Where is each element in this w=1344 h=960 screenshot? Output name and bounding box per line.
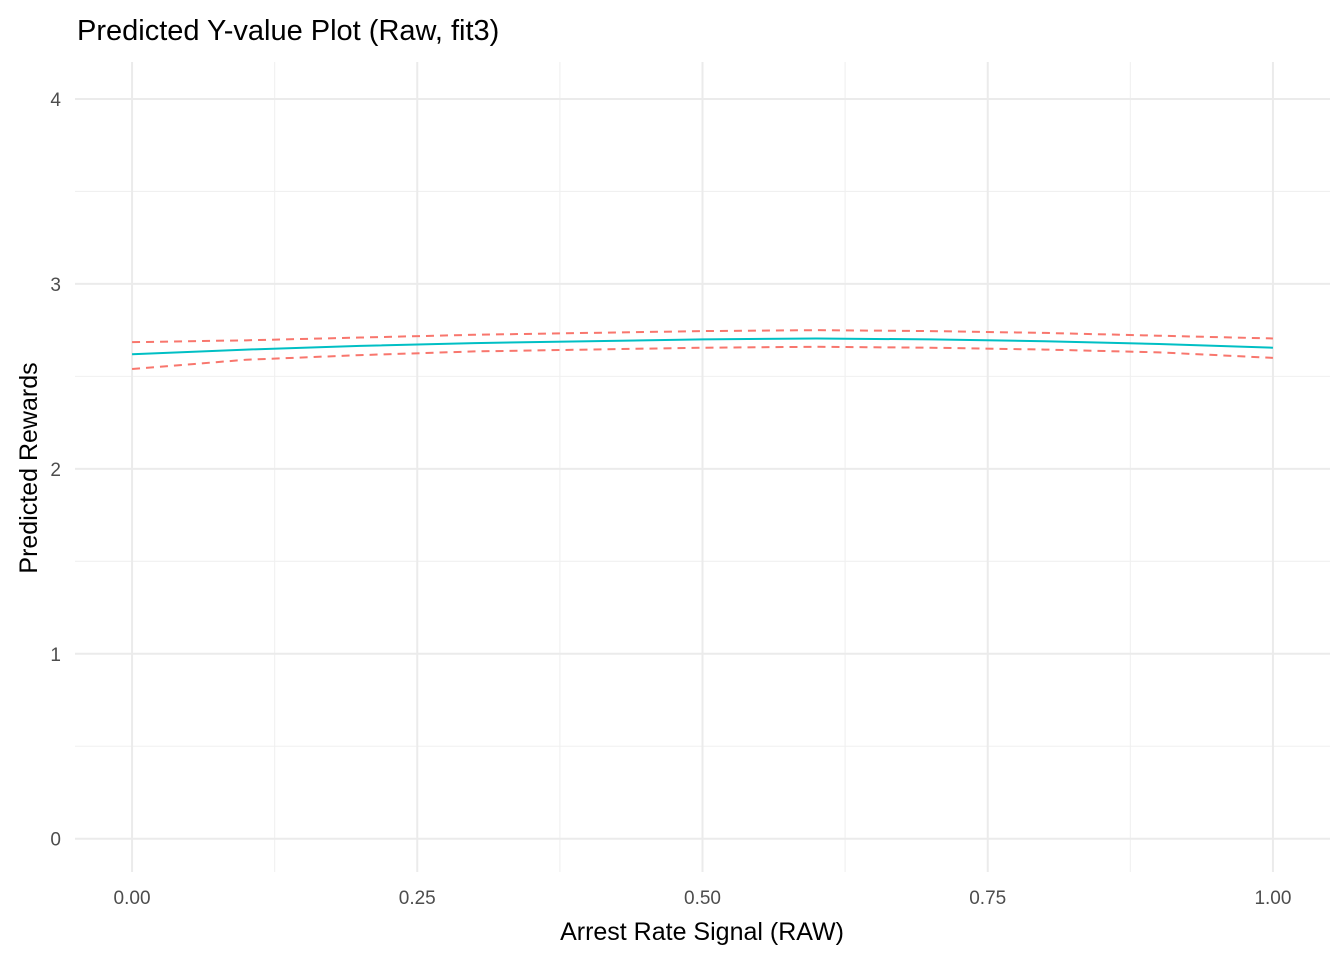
x-axis-ticks: 0.00 0.25 0.50 0.75 1.00 bbox=[114, 888, 1292, 909]
series-group bbox=[131, 329, 1273, 370]
chart-title: Predicted Y-value Plot (Raw, fit3) bbox=[77, 15, 499, 47]
y-axis-ticks: 0 1 2 3 4 bbox=[50, 90, 61, 851]
x-tick-label: 0.25 bbox=[399, 888, 436, 909]
x-tick-label: 1.00 bbox=[1254, 888, 1291, 909]
y-tick-label: 2 bbox=[50, 460, 61, 481]
x-tick-label: 0.00 bbox=[114, 888, 151, 909]
x-tick-label: 0.75 bbox=[969, 888, 1006, 909]
y-tick-label: 0 bbox=[50, 830, 61, 851]
y-tick-label: 3 bbox=[50, 275, 61, 296]
x-tick-label: 0.50 bbox=[684, 888, 721, 909]
y-tick-label: 4 bbox=[50, 90, 61, 111]
x-axis-label: Arrest Rate Signal (RAW) bbox=[560, 918, 844, 946]
grid bbox=[75, 62, 1330, 872]
series-line-fit bbox=[132, 337, 1273, 356]
y-tick-label: 1 bbox=[50, 645, 61, 666]
y-axis-label: Predicted Rewards bbox=[15, 362, 43, 573]
